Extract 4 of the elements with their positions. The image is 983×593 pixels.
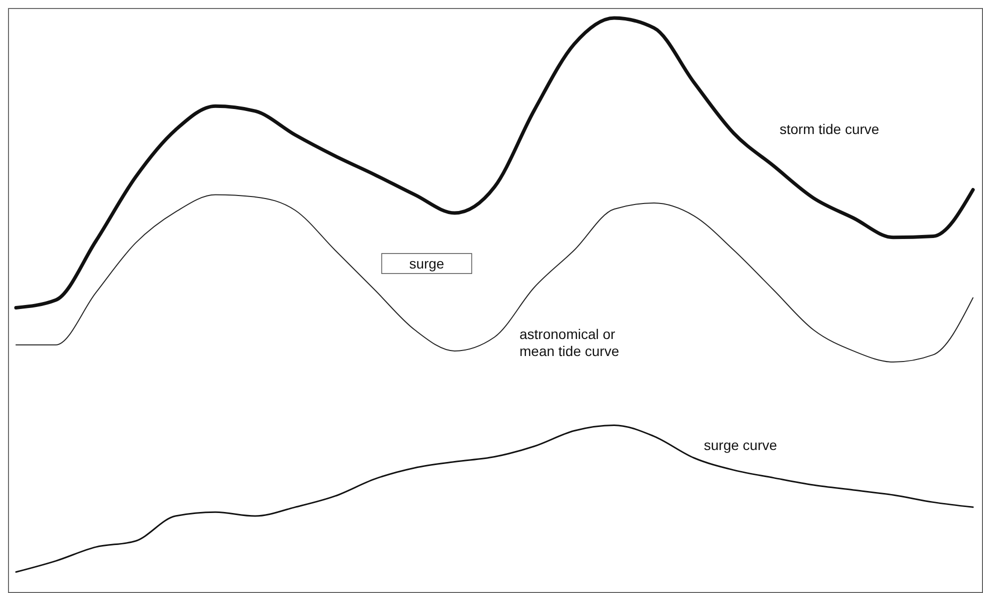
series-label: astronomical or mean tide curve [520, 326, 620, 360]
series-label: storm tide curve [780, 120, 880, 137]
annotation: surge [409, 256, 444, 272]
series-label: surge curve [704, 436, 778, 453]
